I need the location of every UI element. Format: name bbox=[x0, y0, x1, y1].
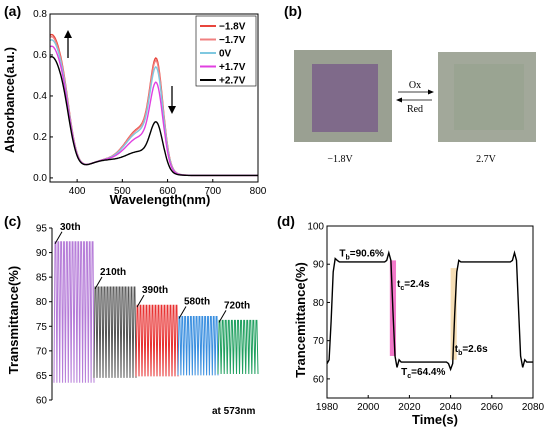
y-axis-title-a: Absorbance(a.u.) bbox=[2, 47, 17, 153]
y-tick-label-d: 60 bbox=[313, 374, 325, 385]
x-tick-label-d: 2080 bbox=[522, 402, 545, 413]
y-axis-title-c: Transmittance(%) bbox=[6, 266, 21, 374]
cycle-arrow-0 bbox=[54, 231, 63, 245]
cycle-segment-0 bbox=[53, 241, 95, 383]
x-tick-label-d: 2020 bbox=[398, 402, 421, 413]
arrows-a bbox=[64, 30, 176, 114]
x-tick-label-d: 2000 bbox=[357, 402, 380, 413]
legend-box-a bbox=[195, 15, 257, 87]
cycle-segment-2 bbox=[135, 304, 179, 377]
x-axis-title-d: Time(s) bbox=[412, 412, 458, 427]
x-tick-label-d: 1980 bbox=[316, 402, 339, 413]
cycle-arrow-4 bbox=[218, 310, 227, 323]
y-tick-label-a: 0.4 bbox=[33, 91, 47, 102]
legend-label-a: +2.7V bbox=[219, 76, 246, 87]
y-tick-label-c: 65 bbox=[36, 371, 48, 382]
panel-letter-d: (d) bbox=[277, 213, 295, 229]
chart-absorbance: (a) 400 500 600 700 800 0.0 0.2 0.4 0.6 0.8 Wavel… bbox=[2, 3, 267, 207]
cycle-arrow-2 bbox=[136, 294, 145, 308]
film-right-bleached bbox=[454, 64, 524, 130]
cycle-segment-1 bbox=[93, 286, 137, 378]
y-tick-label-c: 75 bbox=[36, 322, 48, 333]
cycle-label-4: 720th bbox=[224, 300, 250, 311]
cycle-label-0: 30th bbox=[60, 222, 81, 233]
x-tick-label-a: 800 bbox=[250, 186, 267, 197]
photo-panel: (b) Ox Red −1.8V 2.7V bbox=[282, 0, 550, 210]
legend-label-a: 0V bbox=[219, 49, 232, 60]
cycle-arrow-1 bbox=[94, 276, 103, 290]
cycle-label-2: 390th bbox=[142, 285, 168, 296]
transmittance-line bbox=[326, 250, 533, 372]
y-tick-label-a: 0.8 bbox=[33, 9, 47, 20]
right-voltage-label: 2.7V bbox=[476, 154, 497, 165]
y-tick-label-c: 80 bbox=[36, 297, 48, 308]
cycle-label-3: 580th bbox=[184, 296, 210, 307]
x-tick-label-a: 500 bbox=[114, 186, 131, 197]
switch-annotation-3: tb=2.6s bbox=[455, 344, 488, 357]
y-axis-title-d: Trancemittance(%) bbox=[293, 262, 308, 378]
x-axis-title-a: Wavelength(nm) bbox=[110, 192, 211, 207]
ox-label: Ox bbox=[409, 80, 421, 91]
panel-letter-a: (a) bbox=[4, 3, 21, 19]
y-tick-label-d: 90 bbox=[313, 260, 325, 271]
film-left-colored bbox=[312, 64, 378, 132]
chart-switching: (d) 1980 2000 2020 2040 2060 208060708090100 … bbox=[277, 213, 545, 427]
panel-letter-b: (b) bbox=[284, 3, 302, 19]
y-tick-label-c: 60 bbox=[36, 396, 48, 407]
y-tick-label-c: 95 bbox=[36, 224, 48, 235]
y-tick-label-a: 0.0 bbox=[33, 173, 47, 184]
photo-svg: (b) Ox Red −1.8V 2.7V bbox=[284, 3, 536, 165]
y-tick-label-a: 0.2 bbox=[33, 132, 47, 143]
switch-annotation-0: Tb=90.6% bbox=[339, 249, 384, 262]
y-tick-label-d: 100 bbox=[307, 222, 324, 233]
switch-annotation-2: Tc=64.4% bbox=[401, 367, 445, 380]
cycle-segment-3 bbox=[177, 316, 219, 376]
x-tick-label-a: 400 bbox=[69, 186, 86, 197]
x-tick-label-a: 600 bbox=[159, 186, 176, 197]
chart-cycling: (c) 60 65 70 75 80 85 90 95 30th 210th 390th 580th… bbox=[4, 213, 259, 417]
cycle-arrow-3 bbox=[178, 306, 187, 319]
red-label: Red bbox=[407, 104, 423, 115]
switch-annotation-1: tc=2.4s bbox=[397, 279, 430, 292]
y-tick-label-d: 80 bbox=[313, 298, 325, 309]
x-tick-label-d: 2060 bbox=[481, 402, 504, 413]
legend-label-a: −1.8V bbox=[219, 22, 246, 33]
y-tick-label-a: 0.6 bbox=[33, 50, 47, 61]
plot-frame-d bbox=[326, 225, 534, 399]
legend-label-a: −1.7V bbox=[219, 35, 246, 46]
legend-label-a: +1.7V bbox=[219, 62, 246, 73]
y-tick-label-c: 70 bbox=[36, 346, 48, 357]
y-tick-label-d: 70 bbox=[313, 336, 325, 347]
series-line-a-4 bbox=[49, 55, 258, 177]
wavelength-annotation: at 573nm bbox=[212, 406, 255, 417]
cycle-segment-4 bbox=[217, 319, 259, 375]
legend-a: −1.8V −1.7V 0V +1.7V +2.7V bbox=[195, 15, 257, 87]
panel-letter-c: (c) bbox=[4, 213, 21, 229]
cycle-label-1: 210th bbox=[100, 267, 126, 278]
x-tick-label-d: 2040 bbox=[439, 402, 462, 413]
y-tick-label-c: 90 bbox=[36, 248, 48, 259]
y-tick-label-c: 85 bbox=[36, 273, 48, 284]
left-voltage-label: −1.8V bbox=[327, 154, 353, 165]
switch-highlight-1 bbox=[450, 268, 457, 360]
plot-frame-a bbox=[49, 13, 259, 183]
x-tick-label-a: 700 bbox=[204, 186, 221, 197]
